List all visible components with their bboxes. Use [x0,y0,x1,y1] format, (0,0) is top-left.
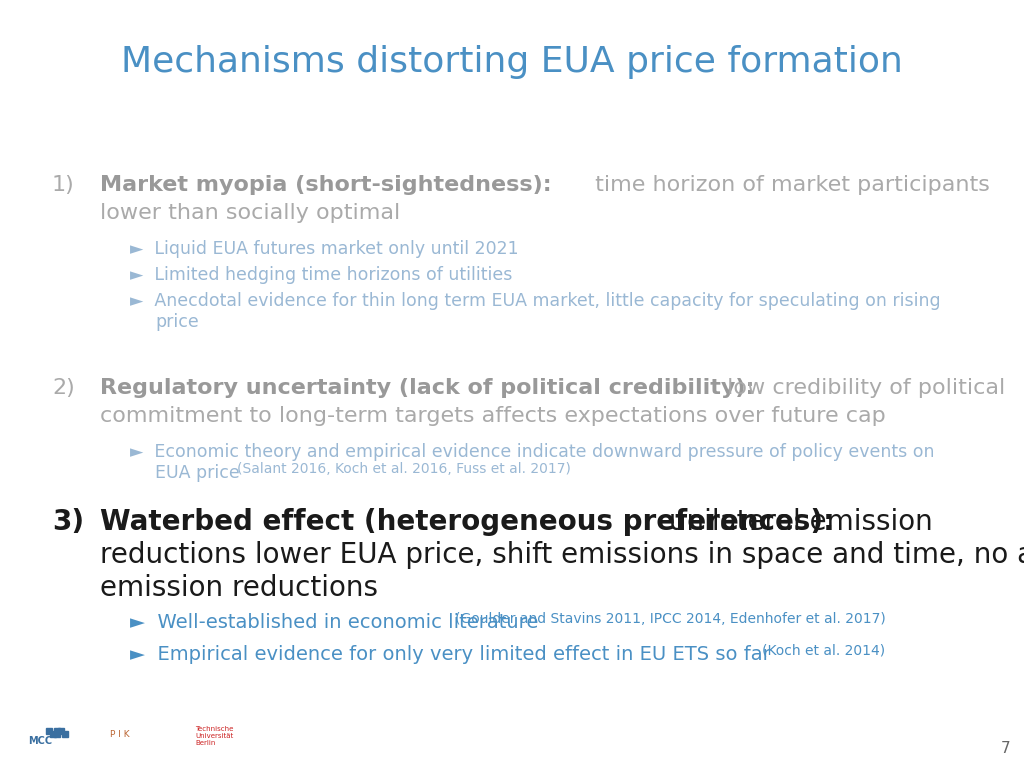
Text: ►  Empirical evidence for only very limited effect in EU ETS so far: ► Empirical evidence for only very limit… [130,645,771,664]
Text: lower than socially optimal: lower than socially optimal [100,203,400,223]
Text: 3): 3) [52,508,84,536]
Text: 7: 7 [1000,741,1010,756]
Text: ►  Anecdotal evidence for thin long term EUA market, little capacity for specula: ► Anecdotal evidence for thin long term … [130,292,941,310]
Text: Waterbed effect (heterogeneous preferences):: Waterbed effect (heterogeneous preferenc… [100,508,835,536]
Bar [50,730,56,737]
Text: emission reductions: emission reductions [100,574,378,602]
Text: unilateral emission: unilateral emission [660,508,933,536]
Text: P I K: P I K [111,730,130,739]
Text: Mechanisms distorting EUA price formation: Mechanisms distorting EUA price formatio… [121,45,903,79]
Text: ►  Limited hedging time horizons of utilities: ► Limited hedging time horizons of utili… [130,266,512,284]
Text: Regulatory uncertainty (lack of political credibility):: Regulatory uncertainty (lack of politica… [100,378,755,398]
Text: low credibility of political: low credibility of political [720,378,1006,398]
Text: reductions lower EUA price, shift emissions in space and time, no additional: reductions lower EUA price, shift emissi… [100,541,1024,569]
Bar [62,730,68,737]
Text: 1): 1) [52,175,75,195]
Text: price: price [155,313,199,331]
Text: (Salant 2016, Koch et al. 2016, Fuss et al. 2017): (Salant 2016, Koch et al. 2016, Fuss et … [237,462,570,476]
Text: time horizon of market participants: time horizon of market participants [588,175,990,195]
Text: (Goulder and Stavins 2011, IPCC 2014, Edenhofer et al. 2017): (Goulder and Stavins 2011, IPCC 2014, Ed… [455,612,886,626]
Bar [54,728,60,734]
Text: 2): 2) [52,378,75,398]
Text: commitment to long-term targets affects expectations over future cap: commitment to long-term targets affects … [100,406,886,426]
Bar [58,728,63,734]
Text: ►  Liquid EUA futures market only until 2021: ► Liquid EUA futures market only until 2… [130,240,518,258]
Text: ►  Economic theory and empirical evidence indicate downward pressure of policy e: ► Economic theory and empirical evidence… [130,443,935,461]
Bar [54,730,60,737]
Text: MCC: MCC [28,736,52,746]
Text: (Koch et al. 2014): (Koch et al. 2014) [762,644,885,658]
Text: Technische
Universität
Berlin: Technische Universität Berlin [195,726,233,746]
Text: EUA price: EUA price [155,464,240,482]
Text: Market myopia (short-sightedness):: Market myopia (short-sightedness): [100,175,552,195]
Bar [46,728,52,734]
Text: ►  Well-established in economic literature: ► Well-established in economic literatur… [130,613,539,632]
